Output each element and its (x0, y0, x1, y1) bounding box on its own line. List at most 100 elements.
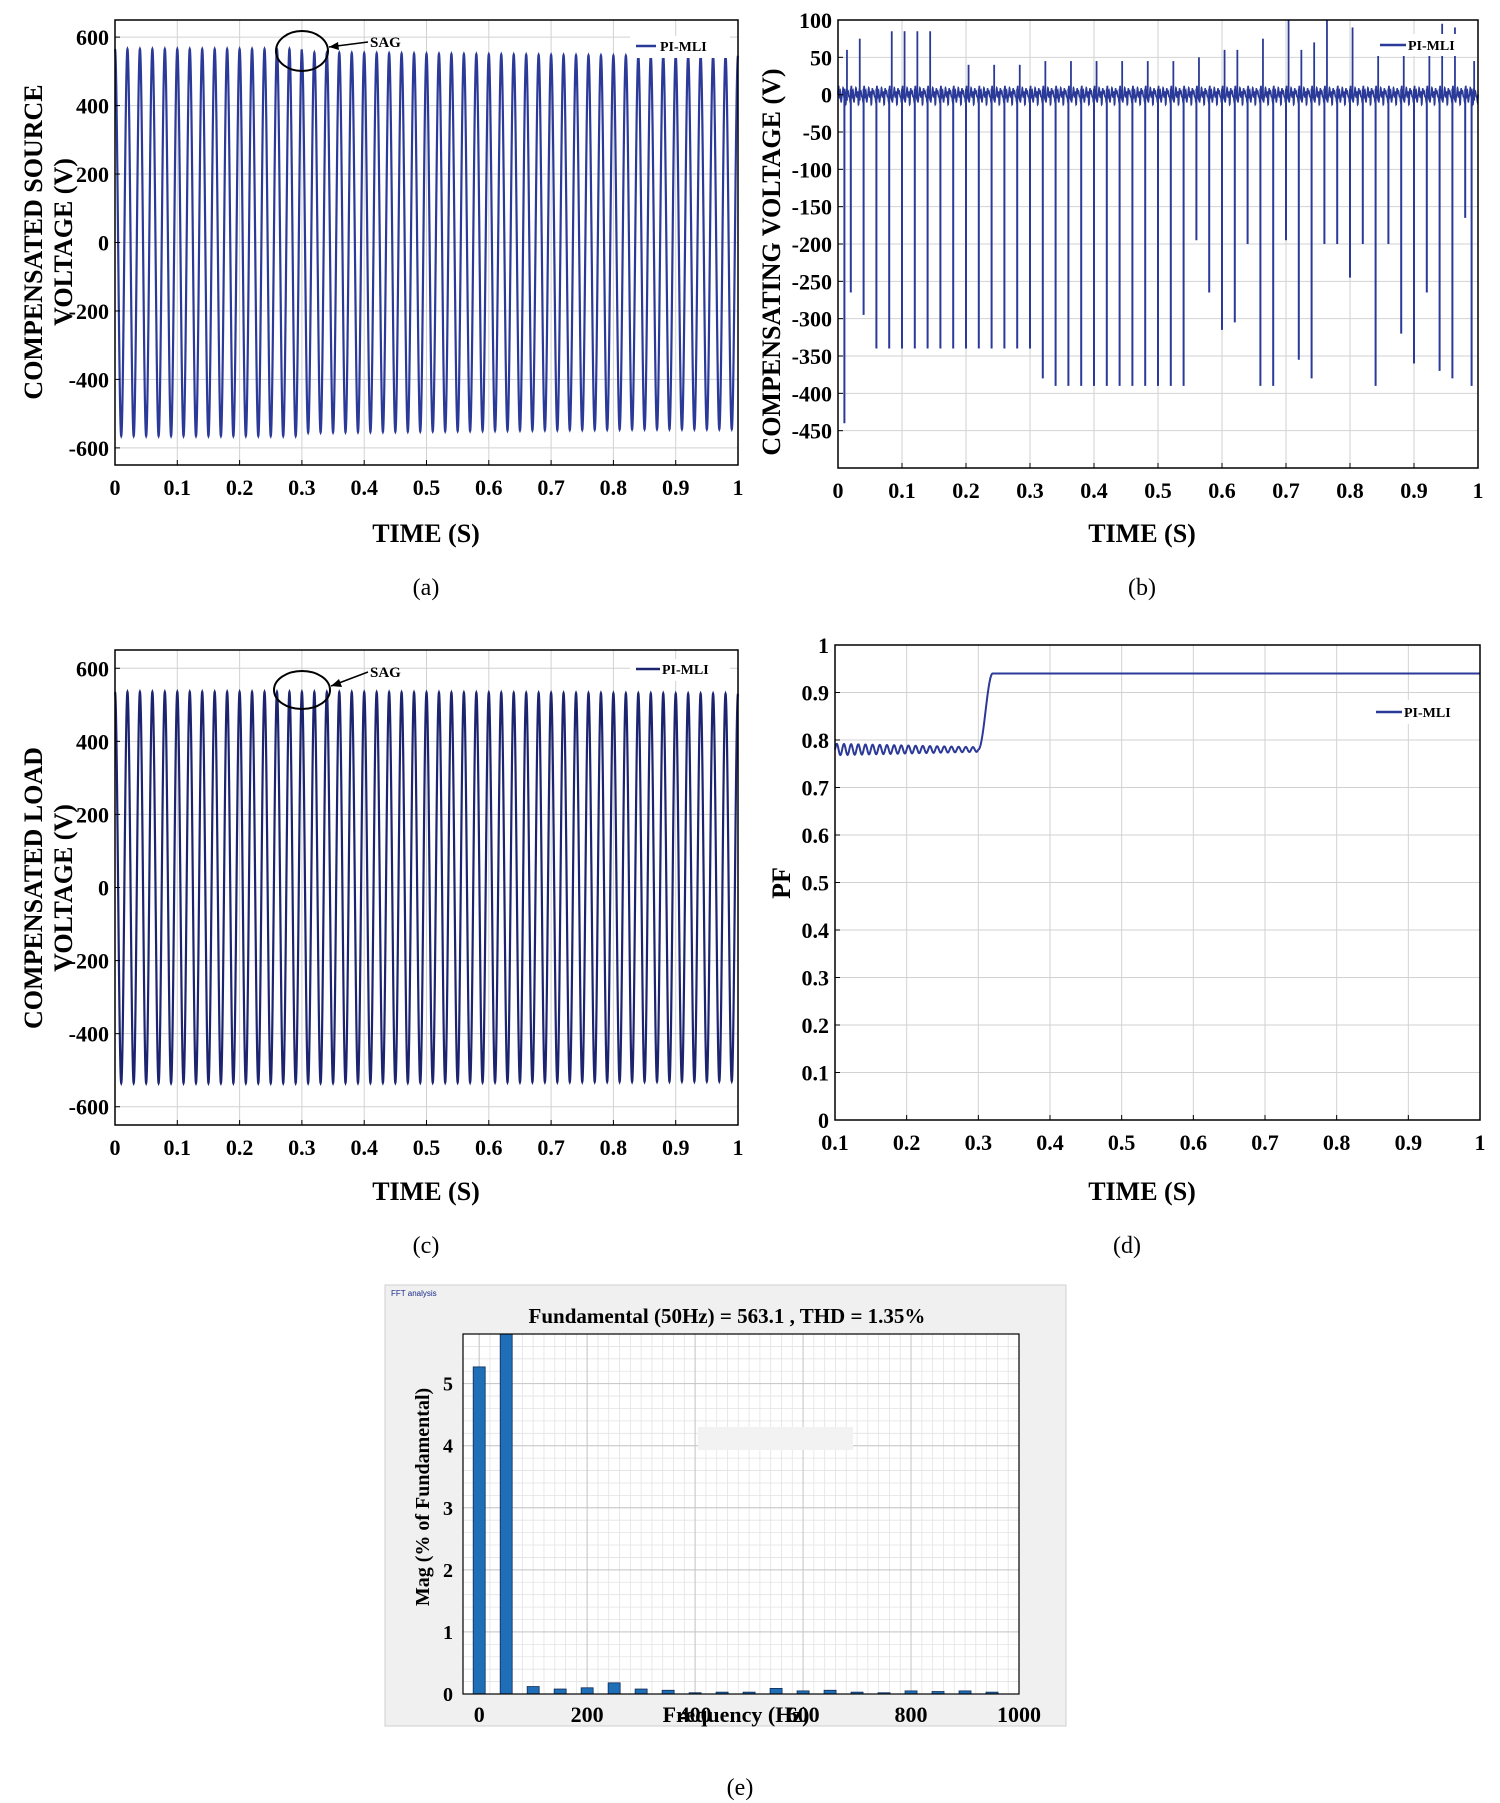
panel-b-yticks: 100 50 0 -50 -100 -150 -200 -250 -300 -350 -400 -45… (792, 8, 843, 444)
ytick-label: -400 (69, 1022, 109, 1047)
fft-bar (472, 1366, 486, 1695)
fft-yticks: 5 4 3 2 1 0 (443, 1374, 453, 1706)
panel-b: 0 0.1 0.2 0.3 0.4 0.5 0.6 0.7 0.8 0.9 1 100 50 0 -50 -… (757, 8, 1484, 601)
panel-e-caption: (e) (727, 1775, 754, 1801)
ytick-label: -100 (792, 157, 832, 182)
xtick-label: 0.8 (600, 475, 628, 500)
panel-d-grid (834, 644, 1481, 1121)
ytick-label: 0.1 (802, 1061, 830, 1086)
fft-xtick-label: 800 (895, 1702, 928, 1727)
panel-d-legend: PI-MLI (1370, 700, 1476, 724)
fft-ytick-label: 0 (443, 1684, 453, 1706)
panel-c-ylabel-line2: VOLTAGE (V) (49, 804, 78, 972)
panel-b-ylabel: COMPENSATING VOLTAGE (V) (757, 68, 786, 455)
xtick-label: 0.7 (537, 475, 565, 500)
ytick-label: 0 (98, 231, 109, 256)
panel-a-ylabel-line1: COMPENSATED SOURCE (19, 84, 48, 399)
ytick-label: -200 (792, 232, 832, 257)
panel-d-ylabel: PF (767, 867, 796, 899)
xtick-label: 0.5 (1108, 1130, 1136, 1155)
xtick-label: 0.2 (226, 1135, 254, 1160)
fft-ytick-label: 2 (443, 1560, 453, 1582)
ytick-label: 400 (76, 94, 109, 119)
ytick-label: -450 (792, 419, 832, 444)
ytick-label: 200 (76, 802, 109, 827)
panel-a-legend-label: PI-MLI (660, 40, 707, 55)
xtick-label: 0.2 (952, 478, 980, 503)
xtick-label: 0.5 (413, 1135, 441, 1160)
fft-xtick-label: 600 (787, 1702, 820, 1727)
ytick-label: 1 (818, 633, 829, 658)
xtick-label: 0.8 (1336, 478, 1364, 503)
xtick-label: 1 (733, 1135, 744, 1160)
xtick-label: 1 (1473, 478, 1484, 503)
panel-a-xticks: 0 0.1 0.2 0.3 0.4 0.5 0.6 0.7 0.8 0.9 1 (110, 460, 744, 500)
panel-a-grid (114, 20, 739, 465)
panel-c-legend-box (630, 659, 730, 681)
xtick-label: 0.3 (288, 475, 316, 500)
ytick-label: -200 (69, 949, 109, 974)
ytick-label: 0.4 (802, 918, 830, 943)
ytick-label: 600 (76, 25, 109, 50)
ytick-label: 0.5 (802, 871, 830, 896)
panel-c-sag-arrowhead (331, 679, 342, 687)
ytick-label: -600 (69, 436, 109, 461)
ytick-label: 0 (821, 83, 832, 108)
xtick-label: 0.1 (888, 478, 916, 503)
ytick-label: 0 (818, 1108, 829, 1133)
panel-c-legend-label: PI-MLI (662, 663, 709, 678)
fft-ytick-label: 1 (443, 1622, 453, 1644)
panel-a-sag-label: SAG (370, 35, 401, 51)
panel-c-legend: PI-MLI (630, 659, 730, 681)
panel-b-legend-box (1374, 34, 1474, 56)
xtick-label: 0.4 (350, 1135, 378, 1160)
fft-plot-area (463, 1334, 1019, 1694)
xtick-label: 0.5 (1144, 478, 1172, 503)
panel-b-xticks: 0 0.1 0.2 0.3 0.4 0.5 0.6 0.7 0.8 0.9 1 (833, 463, 1484, 503)
panel-c-yticks: 600 400 200 0 -200 -400 -600 (69, 656, 120, 1120)
fft-bar (634, 1688, 648, 1695)
ytick-label: -350 (792, 344, 832, 369)
panel-a-trace (113, 46, 740, 439)
fft-bar (553, 1688, 567, 1695)
panel-a-xlabel: TIME (S) (372, 519, 480, 548)
xtick-label: 0.6 (475, 1135, 503, 1160)
fft-ytick-label: 3 (443, 1498, 453, 1520)
ytick-label: 0.8 (802, 728, 830, 753)
fft-window-label: FFT analysis (391, 1289, 437, 1298)
xtick-label: 0.6 (1180, 1130, 1208, 1155)
panel-a-legend-box (630, 36, 730, 58)
ytick-label: -50 (803, 120, 832, 145)
panel-b-legend: PI-MLI (1374, 34, 1474, 56)
panel-a: 0 0.1 0.2 0.3 0.4 0.5 0.6 0.7 0.8 0.9 1 600 400 200 0… (19, 19, 744, 601)
xtick-label: 0 (110, 475, 121, 500)
panel-c-ylabel-line1: COMPENSATED LOAD (19, 747, 48, 1029)
fft-bar (499, 1333, 513, 1695)
xtick-label: 0.3 (1016, 478, 1044, 503)
panel-b-xlabel: TIME (S) (1088, 519, 1196, 548)
fft-xticks: 0 200 400 600 800 1000 (474, 1702, 1041, 1727)
xtick-label: 0.6 (1208, 478, 1236, 503)
fft-title: Fundamental (50Hz) = 563.1 , THD = 1.35% (529, 1304, 926, 1328)
ytick-label: -400 (792, 381, 832, 406)
ytick-label: 600 (76, 656, 109, 681)
ytick-label: -200 (69, 299, 109, 324)
panel-c-xlabel: TIME (S) (372, 1177, 480, 1206)
xtick-label: 0.9 (1400, 478, 1428, 503)
xtick-label: 1 (1475, 1130, 1486, 1155)
xtick-label: 0.4 (1080, 478, 1108, 503)
xtick-label: 0.8 (600, 1135, 628, 1160)
ytick-label: 0.2 (802, 1013, 830, 1038)
panel-a-caption: (a) (413, 575, 440, 601)
fft-plot-frame (462, 1333, 1020, 1695)
xtick-label: 0.1 (164, 475, 192, 500)
panel-c-sag-annotation: SAG (273, 665, 401, 710)
xtick-label: 0.9 (662, 475, 690, 500)
fft-xlabel: Frequency (Hz) (663, 1702, 810, 1727)
panel-c-caption: (c) (413, 1233, 440, 1259)
ytick-label: 400 (76, 729, 109, 754)
xtick-label: 0.8 (1323, 1130, 1351, 1155)
panel-e: FFT analysis Fundamental (50Hz) = 563.1 … (384, 1284, 1067, 1801)
fft-ytick-label: 4 (443, 1436, 453, 1458)
